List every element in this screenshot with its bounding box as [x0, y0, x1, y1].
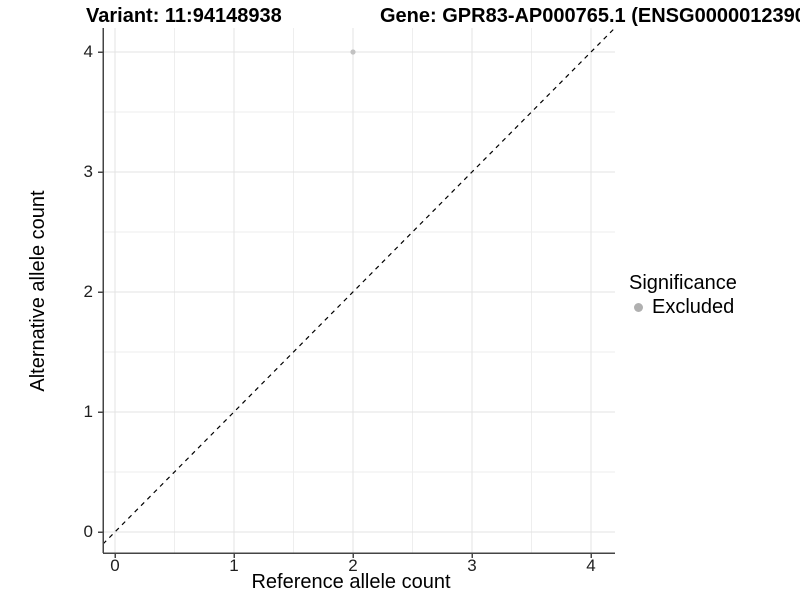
gene-title: Gene: GPR83-AP000765.1 (ENSG00000123901 — [380, 5, 800, 27]
y-tick-label-0: 0 — [83, 522, 93, 541]
major-gridlines — [103, 28, 615, 553]
y-axis-title: Alternative allele count — [27, 190, 49, 392]
y-tick-label-3: 3 — [83, 162, 93, 181]
variant-title: Variant: 11:94148938 — [86, 5, 282, 27]
identity-line — [102, 27, 616, 545]
tick-marks — [98, 51, 592, 558]
x-tick-label-4: 4 — [586, 556, 596, 575]
legend-item-excluded: Excluded — [629, 296, 737, 318]
legend: Significance Excluded — [629, 272, 737, 318]
y-tick-label-1: 1 — [83, 402, 93, 421]
x-tick-label-3: 3 — [467, 556, 477, 575]
y-tick-label-2: 2 — [83, 282, 93, 301]
axis-lines — [102, 28, 615, 554]
x-tick-label-1: 1 — [229, 556, 239, 575]
legend-item-label: Excluded — [652, 296, 735, 318]
x-axis-title: Reference allele count — [251, 571, 451, 593]
scatter-point-excluded — [350, 49, 356, 55]
x-tick-label-0: 0 — [110, 556, 120, 575]
legend-title: Significance — [629, 272, 737, 294]
minor-gridlines — [103, 28, 615, 553]
y-tick-label-4: 4 — [83, 42, 93, 61]
x-tick-label-2: 2 — [348, 556, 358, 575]
excluded-point-icon — [634, 302, 643, 312]
